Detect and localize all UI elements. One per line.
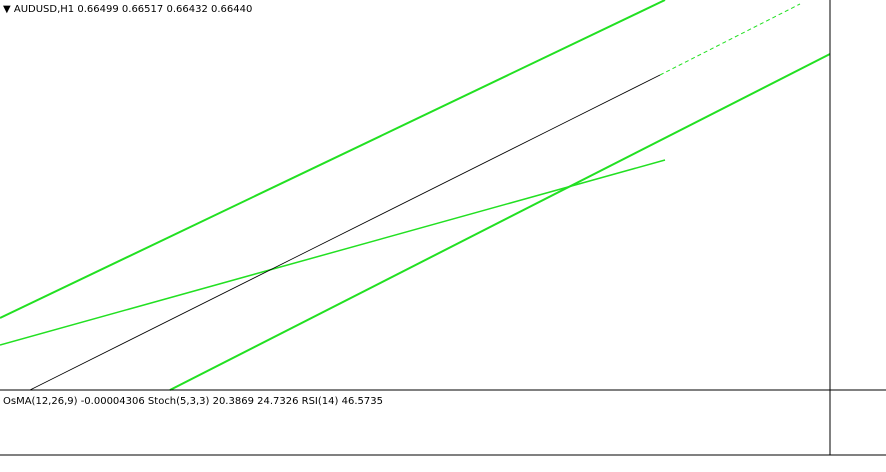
channel-upper bbox=[0, 0, 666, 319]
axes bbox=[0, 0, 886, 456]
channel-mid bbox=[0, 159, 666, 346]
oscillator-title: OsMA(12,26,9) -0.00004306 Stoch(5,3,3) 2… bbox=[3, 396, 383, 407]
header: ▼ AUDUSD,H1 0.66499 0.66517 0.66432 0.66… bbox=[3, 4, 252, 15]
channel-extension bbox=[659, 3, 801, 76]
trend-lines bbox=[0, 0, 831, 391]
channel-lower bbox=[169, 53, 831, 391]
trend-line bbox=[29, 74, 661, 391]
